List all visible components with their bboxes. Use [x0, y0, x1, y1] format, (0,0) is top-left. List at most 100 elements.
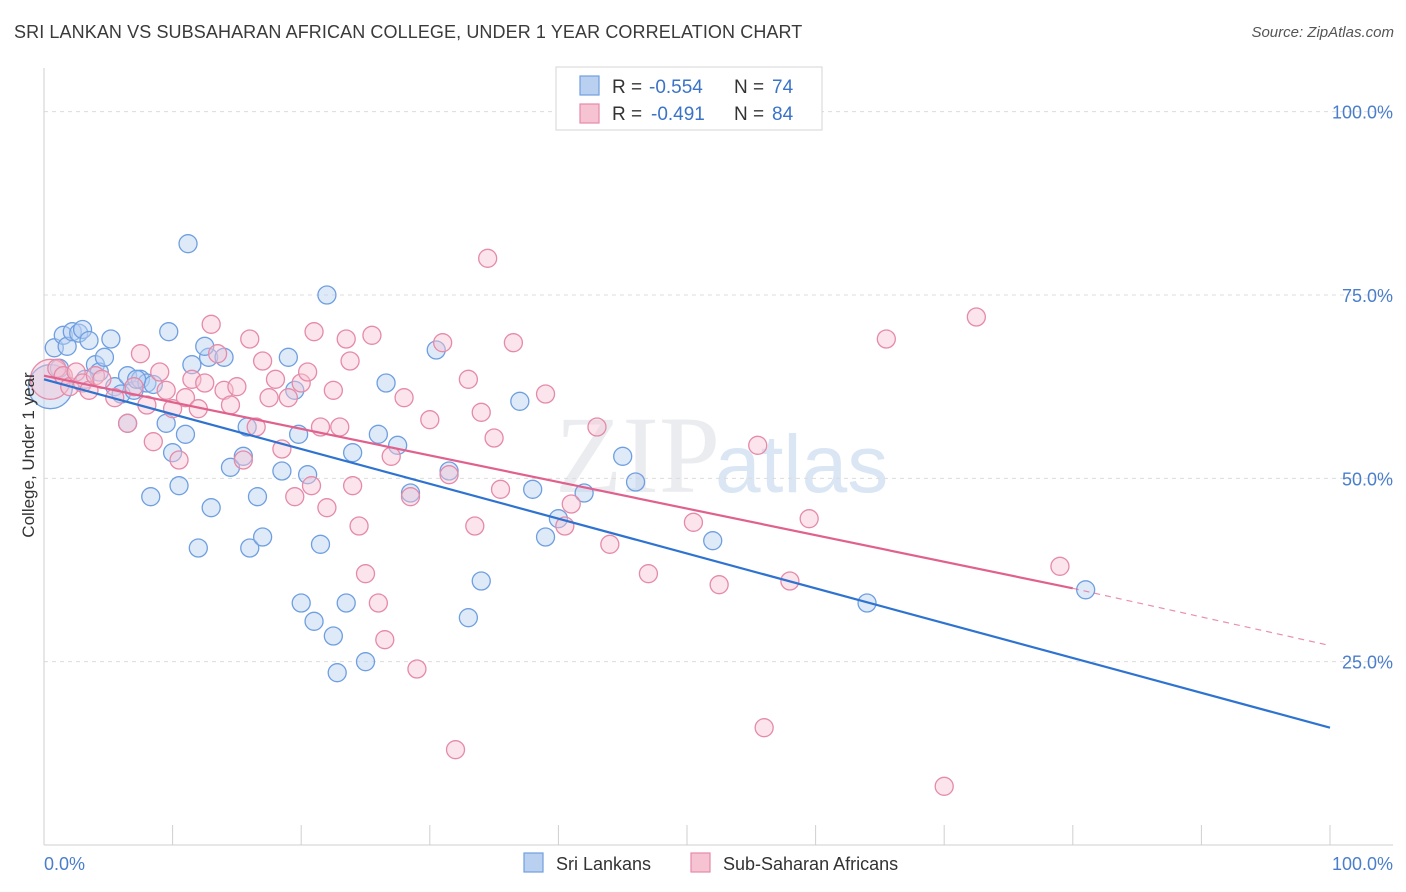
data-point	[79, 330, 99, 351]
x-tick-label: 100.0%	[1332, 854, 1393, 874]
data-points	[27, 234, 1096, 796]
data-point	[169, 476, 189, 496]
data-point	[420, 410, 440, 430]
data-point	[709, 575, 729, 595]
y-tick-labels: 25.0% 50.0% 75.0% 100.0%	[1332, 103, 1393, 673]
data-point	[426, 340, 446, 360]
data-point	[66, 362, 86, 382]
data-point	[156, 380, 176, 400]
y-axis-label: College, Under 1 year	[19, 372, 38, 538]
data-point	[101, 329, 121, 349]
data-point	[175, 424, 196, 444]
data-point	[247, 487, 268, 507]
legend-swatch-subsaharan	[579, 103, 600, 124]
bottom-legend-swatch-subsaharan	[690, 852, 711, 873]
data-point	[141, 487, 161, 507]
source-credit: Source: ZipAtlas.com	[1251, 24, 1394, 41]
watermark-atlas: atlas	[715, 419, 888, 510]
data-point	[126, 369, 147, 389]
data-point	[323, 380, 344, 400]
bottom-legend-label-subsaharan: Sub-Saharan Africans	[723, 854, 898, 874]
data-point	[703, 531, 723, 551]
trend-lines	[43, 374, 1331, 729]
data-point	[535, 527, 556, 547]
data-point	[201, 314, 221, 334]
y-tick-label: 75.0%	[1342, 286, 1393, 306]
data-point	[342, 443, 363, 463]
data-point	[259, 388, 279, 408]
data-point	[272, 461, 292, 481]
data-point	[355, 652, 376, 672]
data-point	[876, 329, 896, 349]
data-point	[799, 509, 819, 529]
data-point	[368, 424, 389, 444]
data-point	[285, 380, 305, 400]
series-legend: Sri Lankans Sub-Saharan Africans	[523, 852, 898, 874]
data-point	[966, 307, 986, 327]
data-point	[754, 718, 774, 738]
chart-title: SRI LANKAN VS SUBSAHARAN AFRICAN COLLEGE…	[14, 22, 803, 42]
data-point	[285, 487, 305, 507]
data-point	[178, 234, 198, 254]
data-point	[207, 344, 228, 364]
x-tick-label: 0.0%	[44, 854, 85, 874]
data-point	[240, 538, 260, 558]
stats-legend: R = -0.554 N = 74 R = -0.491 N = 84	[555, 66, 823, 131]
data-point	[362, 325, 382, 345]
bottom-legend-swatch-sri-lankans	[523, 852, 544, 873]
data-point	[394, 388, 414, 408]
data-point	[613, 446, 633, 466]
data-point	[175, 388, 196, 408]
bottom-legend-label-sri-lankans: Sri Lankans	[556, 854, 651, 874]
data-point	[317, 498, 337, 518]
data-point	[162, 443, 183, 463]
data-point	[304, 611, 324, 631]
x-tick-labels: 0.0% 100.0%	[44, 854, 1393, 874]
data-point	[278, 388, 298, 408]
data-point	[297, 465, 318, 485]
data-point	[143, 432, 163, 452]
data-point	[220, 395, 241, 415]
data-point	[490, 479, 511, 499]
trend-line-subsaharan	[43, 374, 1074, 590]
data-point	[368, 593, 389, 613]
data-point	[72, 319, 93, 340]
data-point	[638, 564, 659, 584]
data-point	[439, 465, 459, 485]
data-point	[748, 435, 768, 455]
legend-n-label-1: N =	[734, 104, 764, 125]
data-point	[340, 351, 360, 371]
data-point	[201, 498, 221, 518]
legend-n-value-1: 84	[772, 104, 794, 125]
data-point	[471, 402, 491, 422]
data-point	[934, 776, 954, 796]
data-point	[342, 476, 363, 496]
data-point	[471, 571, 491, 591]
data-point	[150, 362, 170, 382]
legend-n-label-0: N =	[734, 77, 764, 98]
data-point	[336, 593, 356, 613]
data-point	[252, 527, 273, 547]
data-point	[291, 593, 311, 613]
data-point	[124, 377, 144, 397]
data-point	[297, 362, 318, 382]
data-point	[252, 351, 273, 371]
data-point	[94, 347, 115, 367]
data-point	[1076, 580, 1096, 600]
data-point	[1050, 556, 1070, 576]
legend-r-value-1: -0.491	[651, 104, 705, 125]
data-point	[433, 333, 453, 353]
data-point	[561, 494, 581, 514]
data-point	[587, 417, 607, 437]
data-point	[355, 564, 376, 584]
data-point	[445, 740, 466, 760]
data-point	[400, 487, 421, 507]
data-point	[407, 659, 427, 679]
legend-r-label-0: R =	[612, 77, 642, 98]
legend-box	[555, 66, 823, 131]
watermark: ZIP atlas	[555, 394, 888, 516]
data-point	[240, 329, 260, 349]
data-point	[130, 344, 151, 364]
data-point	[625, 472, 646, 492]
